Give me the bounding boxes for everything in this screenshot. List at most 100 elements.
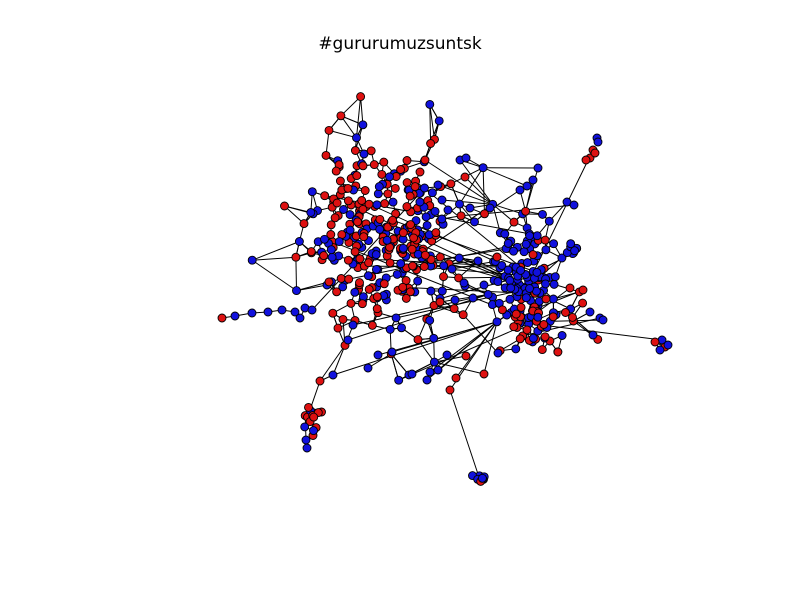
graph-node-red <box>445 385 455 395</box>
graph-node-blue <box>373 350 383 360</box>
graph-node-red <box>364 284 374 294</box>
graph-node-blue <box>492 317 502 327</box>
graph-node-blue <box>533 163 543 173</box>
graph-node-red <box>369 160 379 170</box>
graph-node-blue <box>663 340 673 350</box>
graph-node-red <box>309 412 319 422</box>
graph-node-red <box>291 252 301 262</box>
graph-node-blue <box>392 269 402 279</box>
graph-edge <box>449 389 481 482</box>
graph-node-red <box>426 255 436 265</box>
graph-node-blue <box>585 307 595 317</box>
graph-node-blue <box>521 293 531 303</box>
graph-node-blue <box>447 264 457 274</box>
graph-node-blue <box>394 375 404 385</box>
graph-node-blue <box>372 200 382 210</box>
node-layer <box>217 92 673 486</box>
graph-node-blue <box>391 313 401 323</box>
graph-node-red <box>358 161 368 171</box>
graph-node-blue <box>443 205 453 215</box>
graph-node-blue <box>655 345 665 355</box>
graph-node-red <box>540 235 550 245</box>
graph-node-red <box>413 335 423 345</box>
graph-node-red <box>419 262 429 272</box>
graph-node-blue <box>425 99 435 109</box>
graph-edge <box>441 199 493 205</box>
graph-node-blue <box>338 282 348 292</box>
graph-node-red <box>366 146 376 156</box>
graph-node-red <box>364 258 374 268</box>
graph-node-red <box>380 199 390 209</box>
graph-node-blue <box>541 279 550 289</box>
graph-node-blue <box>470 217 479 227</box>
graph-node-blue <box>247 255 257 265</box>
graph-node-blue <box>385 324 395 334</box>
graph-node-blue <box>307 187 317 197</box>
graph-node-blue <box>429 357 439 367</box>
graph-node-blue <box>497 261 507 270</box>
graph-node-red <box>344 274 354 284</box>
graph-edge <box>311 192 421 311</box>
graph-node-red <box>540 332 550 342</box>
graph-node-blue <box>425 315 435 325</box>
graph-node-red <box>398 228 408 238</box>
graph-edge <box>429 321 498 373</box>
graph-node-blue <box>442 350 452 360</box>
graph-edge <box>415 180 535 279</box>
graph-node-red <box>515 334 525 344</box>
graph-node-red <box>479 369 489 379</box>
graph-node-red <box>446 179 456 189</box>
graph-node-red <box>406 220 415 230</box>
graph-node-red <box>480 209 489 219</box>
graph-node-red <box>454 273 464 283</box>
graph-node-blue <box>359 149 369 159</box>
graph-node-red <box>328 308 338 318</box>
graph-node-blue <box>519 247 529 257</box>
graph-node-blue <box>429 333 439 343</box>
graph-node-red <box>343 255 353 265</box>
graph-edge <box>525 167 539 212</box>
graph-node-blue <box>290 307 300 317</box>
graph-edge <box>332 345 346 376</box>
graph-node-blue <box>557 253 567 263</box>
graph-node-blue <box>437 195 447 205</box>
graph-node-blue <box>422 220 432 230</box>
graph-node-red <box>280 201 289 211</box>
graph-edge <box>364 265 513 268</box>
graph-node-blue <box>522 181 532 191</box>
graph-node-blue <box>334 237 344 247</box>
graph-edge <box>328 129 357 139</box>
graph-node-red <box>426 139 436 148</box>
graph-node-red <box>420 250 430 260</box>
graph-node-blue <box>247 308 257 318</box>
graph-node-red <box>304 402 313 412</box>
graph-node-blue <box>437 286 447 296</box>
graph-node-blue <box>437 214 447 224</box>
graph-node-red <box>321 150 331 160</box>
graph-node-blue <box>302 443 312 453</box>
graph-node-red <box>405 287 415 297</box>
graph-node-red <box>521 206 531 216</box>
graph-node-blue <box>307 305 317 315</box>
graph-node-blue <box>320 234 329 244</box>
graph-node-blue <box>439 261 449 271</box>
graph-node-blue <box>433 180 443 190</box>
graph-node-red <box>537 345 547 355</box>
graph-node-red <box>355 278 364 288</box>
graph-node-red <box>509 322 519 332</box>
graph-edge <box>459 159 494 205</box>
graph-node-blue <box>375 224 385 234</box>
graph-node-blue <box>455 199 464 209</box>
graph-node-red <box>353 217 363 227</box>
graph-node-blue <box>493 277 503 287</box>
graph-node-red <box>528 250 538 260</box>
graph-node-red <box>402 178 412 188</box>
graph-node-blue <box>292 286 301 296</box>
graph-node-blue <box>538 209 547 219</box>
graph-node-blue <box>306 208 316 217</box>
graph-node-blue <box>473 256 483 266</box>
graph-node-red <box>324 125 334 135</box>
graph-edge <box>367 353 392 369</box>
graph-node-red <box>355 254 365 264</box>
graph-node-blue <box>350 287 360 297</box>
